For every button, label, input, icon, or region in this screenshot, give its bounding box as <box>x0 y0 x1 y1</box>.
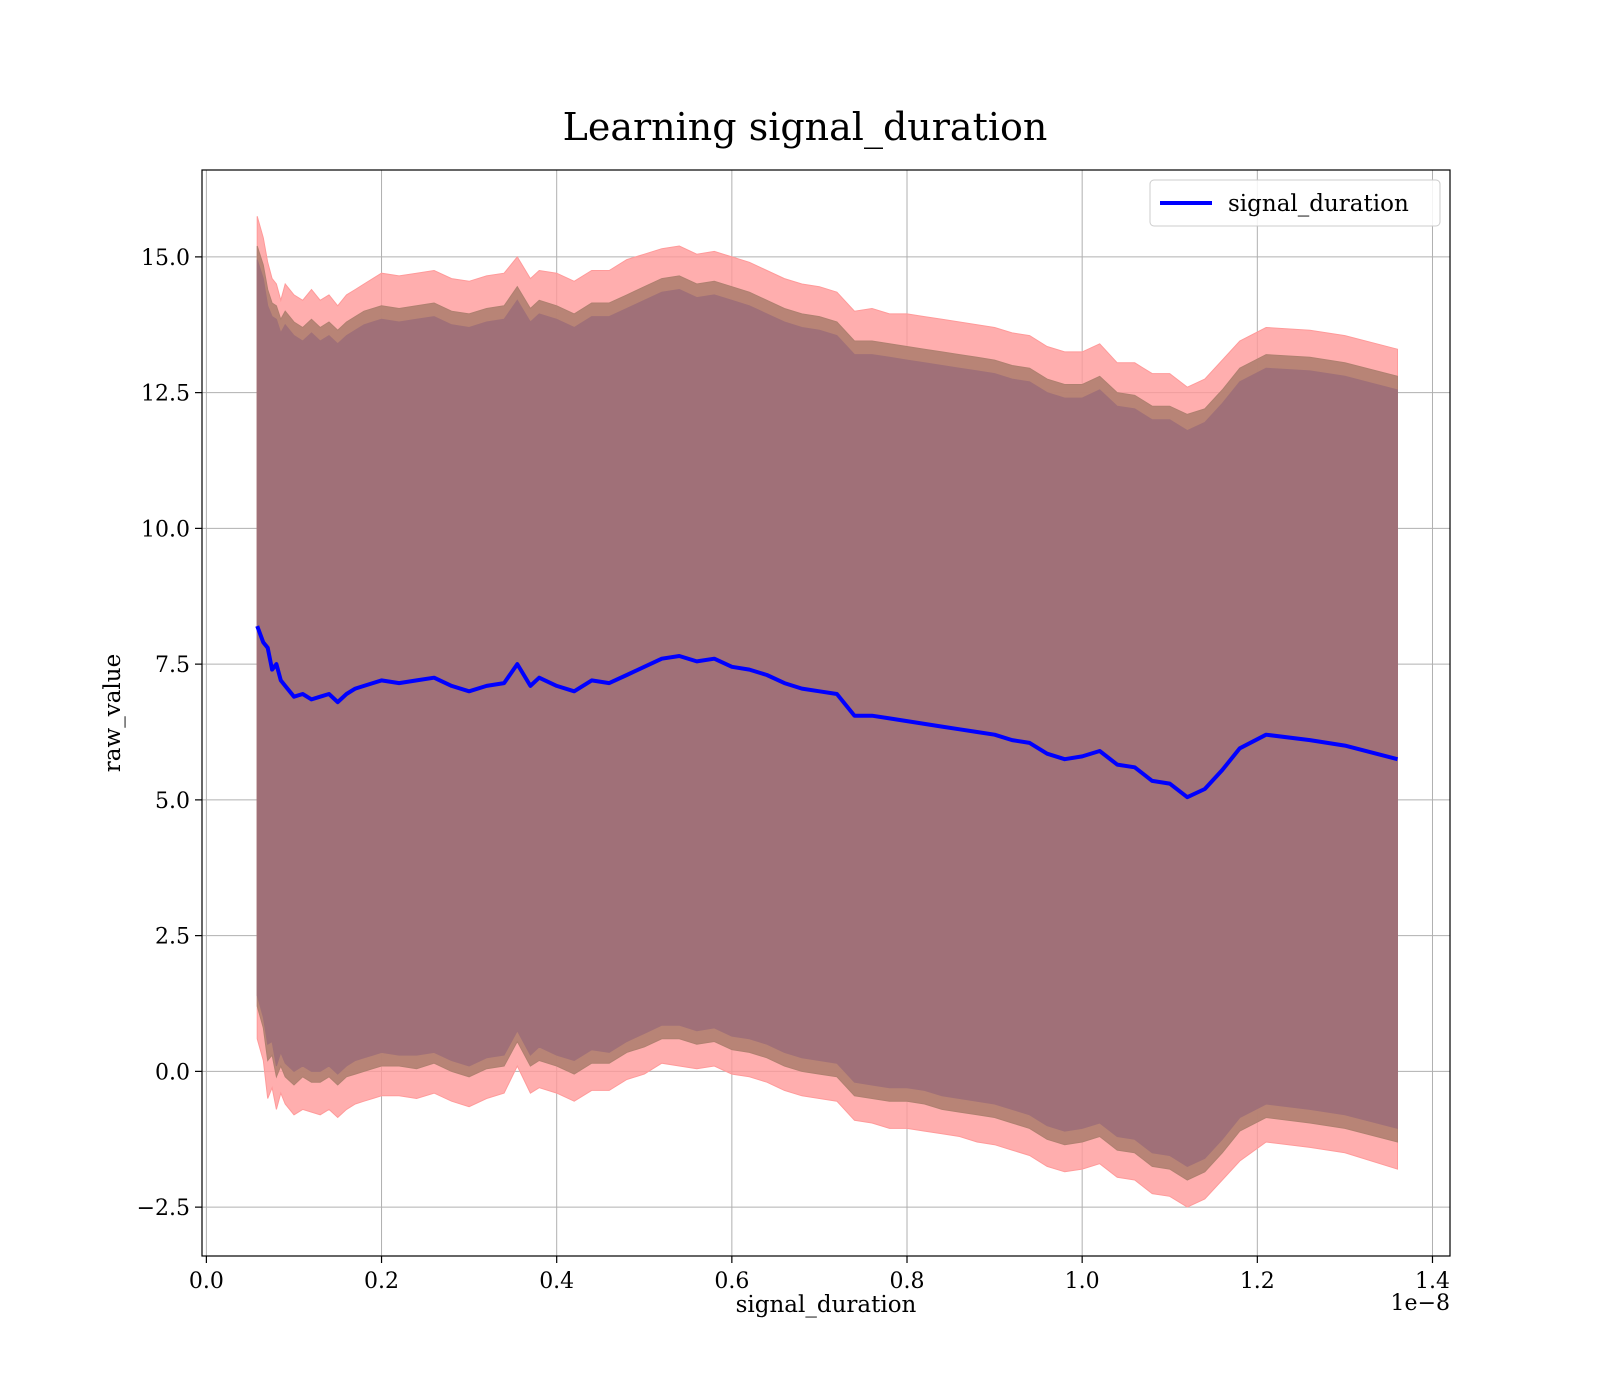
x-tick-label-5: 1.0 <box>1065 1269 1100 1294</box>
legend-box <box>1149 179 1441 227</box>
series-line-0 <box>255 625 1399 800</box>
confidence-bands <box>256 216 1398 1208</box>
series-lines <box>255 625 1399 800</box>
y-axis-label: raw_value <box>100 654 126 772</box>
x-tick-label-0: 0.0 <box>189 1269 224 1294</box>
x-tick-label-1: 0.2 <box>364 1269 399 1294</box>
x-tick-label-3: 0.6 <box>714 1269 749 1294</box>
x-tick-label-7: 1.4 <box>1415 1269 1450 1294</box>
x-tick-label-6: 1.2 <box>1240 1269 1275 1294</box>
y-tick-label-3: 5.0 <box>155 789 190 814</box>
band-inner <box>256 259 1398 1167</box>
x-tick-label-4: 0.8 <box>890 1269 925 1294</box>
y-tick-label-0: −2.5 <box>137 1196 190 1221</box>
y-tick-label-6: 12.5 <box>141 382 190 407</box>
plot-frame <box>201 169 1451 1257</box>
x-axis-ticks: 0.0 0.2 0.4 0.6 0.8 1.0 1.2 1.4 <box>189 1256 1450 1294</box>
y-tick-label-2: 2.5 <box>155 925 190 950</box>
x-axis-label: signal_duration <box>736 1292 917 1318</box>
y-axis-ticks: −2.5 0.0 2.5 5.0 7.5 10.0 12.5 15.0 <box>137 246 202 1221</box>
x-tick-label-2: 0.4 <box>539 1269 574 1294</box>
y-tick-label-1: 0.0 <box>155 1060 190 1085</box>
legend: signal_duration <box>1149 179 1441 227</box>
y-tick-label-5: 10.0 <box>141 517 190 542</box>
x-axis-offset-label: 1e−8 <box>1391 1291 1450 1316</box>
legend-entry-signal-duration: signal_duration <box>1228 191 1409 217</box>
chart-title: Learning signal_duration <box>563 105 1048 150</box>
y-tick-label-4: 7.5 <box>155 653 190 678</box>
y-tick-label-7: 15.0 <box>141 246 190 271</box>
